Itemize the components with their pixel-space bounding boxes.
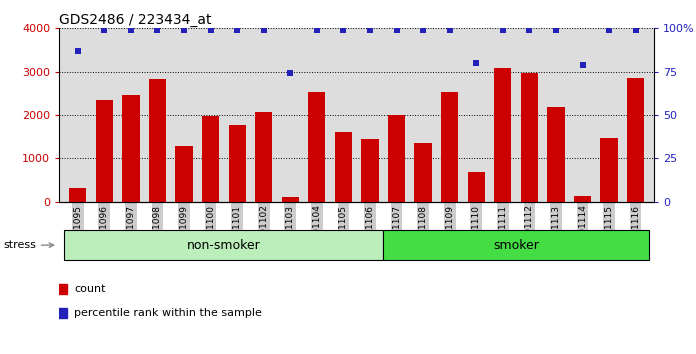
- Bar: [149, 80, 166, 202]
- Point: [152, 27, 163, 33]
- FancyBboxPatch shape: [383, 230, 649, 260]
- Text: count: count: [74, 284, 106, 293]
- Point: [577, 62, 588, 68]
- Point: [418, 27, 429, 33]
- Bar: [494, 68, 512, 202]
- Bar: [415, 143, 432, 202]
- Bar: [95, 100, 113, 202]
- Bar: [335, 132, 352, 202]
- Bar: [547, 107, 564, 202]
- Point: [470, 60, 482, 66]
- Point: [497, 27, 508, 33]
- Text: non-smoker: non-smoker: [187, 239, 261, 252]
- Point: [551, 27, 562, 33]
- Point: [391, 27, 402, 33]
- Point: [285, 70, 296, 76]
- Point: [524, 27, 535, 33]
- Bar: [388, 115, 405, 202]
- Bar: [255, 112, 272, 202]
- Bar: [69, 188, 86, 202]
- Point: [603, 27, 615, 33]
- Bar: [521, 73, 538, 202]
- Bar: [308, 92, 326, 202]
- Bar: [122, 95, 139, 202]
- Text: percentile rank within the sample: percentile rank within the sample: [74, 308, 262, 318]
- Point: [205, 27, 216, 33]
- Bar: [441, 92, 458, 202]
- Text: GDS2486 / 223434_at: GDS2486 / 223434_at: [59, 13, 212, 27]
- Bar: [202, 116, 219, 202]
- Bar: [468, 172, 485, 202]
- Bar: [282, 197, 299, 202]
- Point: [125, 27, 136, 33]
- Bar: [175, 146, 193, 202]
- Point: [72, 48, 84, 54]
- Point: [178, 27, 189, 33]
- Point: [365, 27, 376, 33]
- Point: [630, 27, 641, 33]
- FancyBboxPatch shape: [65, 230, 383, 260]
- Point: [99, 27, 110, 33]
- Bar: [574, 196, 591, 202]
- Bar: [627, 78, 644, 202]
- Text: smoker: smoker: [493, 239, 539, 252]
- Bar: [361, 139, 379, 202]
- Bar: [601, 138, 618, 202]
- Point: [338, 27, 349, 33]
- Text: stress: stress: [3, 240, 54, 250]
- Point: [258, 27, 269, 33]
- Point: [444, 27, 455, 33]
- Point: [311, 27, 322, 33]
- Point: [232, 27, 243, 33]
- Bar: [228, 125, 246, 202]
